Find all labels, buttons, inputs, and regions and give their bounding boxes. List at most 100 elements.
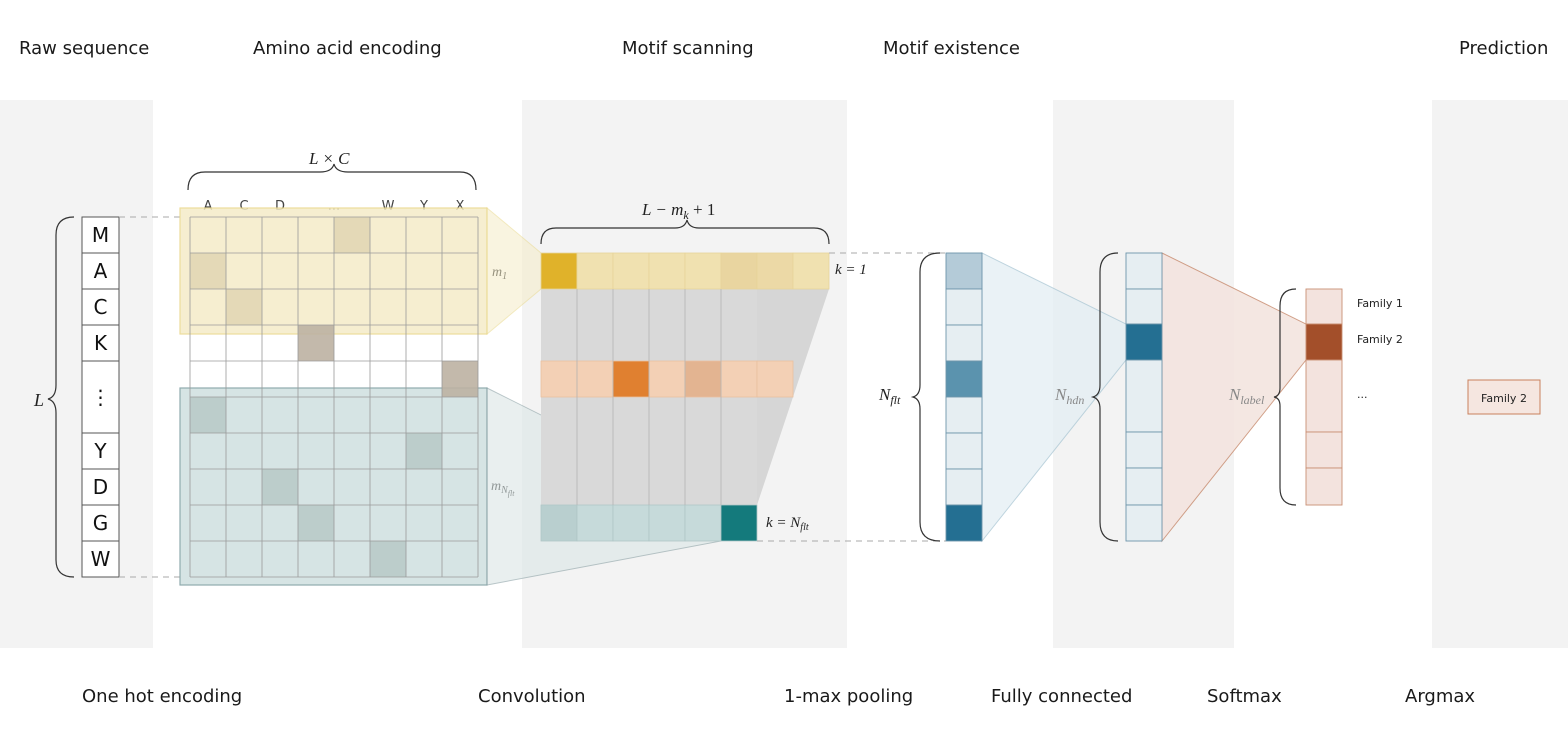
label-convolution: Convolution — [478, 686, 586, 707]
header-prediction: Prediction — [1459, 38, 1548, 59]
header-raw-sequence: Raw sequence — [19, 38, 149, 59]
label-argmax: Argmax — [1405, 686, 1475, 707]
scan-cell-mid — [612, 360, 650, 398]
sequence-letter: ⋮ — [91, 385, 111, 409]
scan-cell-mid — [540, 360, 578, 398]
sequence-cell — [81, 216, 120, 254]
pooled-cell — [945, 288, 983, 326]
sequence-letter: M — [92, 223, 109, 247]
onehot-active-cell — [190, 253, 226, 289]
pooled-cell — [945, 324, 983, 362]
pooled-vector: Nflt — [878, 252, 983, 542]
pooled-cell — [945, 252, 983, 290]
scan-cell-mid — [648, 360, 686, 398]
pooled-brace — [910, 252, 941, 542]
scan-cell-kn — [648, 504, 686, 542]
prediction-rect — [1467, 379, 1541, 415]
sequence-cell — [81, 324, 120, 362]
hidden-cell — [1125, 288, 1163, 325]
hidden-cell — [1125, 431, 1163, 469]
scan-cell-mid — [720, 360, 758, 398]
scan-cell-mid — [684, 360, 722, 398]
encoding-dims-brace — [187, 163, 477, 191]
sequence-cell — [81, 540, 120, 578]
encoding-matrix: L × C ACD...WYX m1 mNflt — [179, 149, 515, 586]
sequence-brace — [47, 216, 75, 578]
aa-column-label: C — [239, 199, 248, 214]
aa-column-label: D — [275, 199, 285, 214]
sequence-cell — [81, 468, 120, 506]
sequence-letter: A — [94, 259, 108, 283]
scan-cell-k1 — [540, 252, 578, 290]
aa-column-label: Y — [419, 199, 428, 214]
pooled-cell — [945, 468, 983, 506]
pooled-cell — [945, 504, 983, 542]
hidden-cell — [1125, 467, 1163, 506]
label-fully-connected: Fully connected — [991, 686, 1132, 707]
softmax-cell — [1305, 467, 1343, 506]
scan-cell-k1 — [576, 252, 614, 290]
onehot-active-cell — [226, 289, 262, 325]
hidden-vector: Nhdn — [1054, 252, 1163, 542]
onehot-active-cell — [334, 217, 370, 253]
sequence-cell — [81, 288, 120, 326]
pooled-cell — [945, 432, 983, 470]
label-softmax: Softmax — [1207, 686, 1282, 707]
scan-cell-kn — [540, 504, 578, 542]
prediction-box: Family 2 — [1467, 379, 1541, 415]
scan-cell-k1 — [684, 252, 722, 290]
hidden-size-label: Nhdn — [1054, 385, 1084, 407]
scan-cell-mid — [756, 360, 794, 398]
panel-raw-sequence — [0, 100, 153, 648]
pooled-cell — [945, 360, 983, 398]
hidden-cell — [1125, 359, 1163, 433]
pooled-cell — [945, 396, 983, 434]
hidden-cell — [1125, 323, 1163, 361]
softmax-cell — [1305, 359, 1343, 433]
label-one-hot-encoding: One hot encoding — [82, 686, 242, 707]
motif-n-box — [179, 387, 488, 586]
onehot-active-cell — [298, 325, 334, 361]
scan-cell-kn — [612, 504, 650, 542]
softmax-brace — [1273, 288, 1297, 506]
hidden-cell — [1125, 504, 1163, 542]
scanning-grid: L − mk + 1 k = 1 k = Nflt — [540, 200, 867, 542]
label-max-pooling: 1-max pooling — [784, 686, 913, 707]
scan-cell-k1 — [648, 252, 686, 290]
softmax-size-label: Nlabel — [1228, 385, 1265, 407]
scan-cell-k1 — [792, 252, 830, 290]
scan-cell-kn — [684, 504, 722, 542]
sequence-cell — [81, 432, 120, 470]
sequence-letter: G — [93, 511, 109, 535]
header-motif-scanning: Motif scanning — [622, 38, 754, 59]
aa-column-label: A — [204, 199, 213, 214]
onehot-active-cell — [442, 361, 478, 397]
scan-kn-label: k = Nflt — [766, 515, 809, 533]
family-1-label: Family 1 — [1357, 297, 1403, 310]
family-ellipsis-label: ... — [1357, 388, 1368, 401]
scan-cell-k1 — [612, 252, 650, 290]
onehot-active-cell — [262, 469, 298, 505]
sequence-letter: D — [93, 475, 108, 499]
panel-prediction — [1432, 100, 1568, 648]
sequence-letter: C — [94, 295, 108, 319]
scan-k1-label: k = 1 — [835, 262, 867, 278]
aa-column-label: X — [456, 199, 465, 214]
onehot-active-cell — [370, 541, 406, 577]
onehot-active-cell — [406, 433, 442, 469]
family-2-label: Family 2 — [1357, 333, 1403, 346]
prediction-value: Family 2 — [1481, 392, 1527, 405]
onehot-active-cell — [298, 505, 334, 541]
softmax-vector: Nlabel Family 1 Family 2 ... — [1228, 288, 1403, 506]
scan-cell-kn — [720, 504, 758, 542]
scan-width-label: L − mk + 1 — [641, 200, 715, 222]
sequence-letter: Y — [93, 439, 107, 463]
header-amino-acid-encoding: Amino acid encoding — [253, 38, 442, 59]
sequence-cell — [81, 360, 120, 434]
scan-width-brace — [540, 219, 830, 245]
softmax-cell — [1305, 288, 1343, 325]
hidden-brace — [1090, 252, 1119, 542]
sequence-length-label: L — [33, 390, 44, 410]
softmax-cell — [1305, 431, 1343, 469]
